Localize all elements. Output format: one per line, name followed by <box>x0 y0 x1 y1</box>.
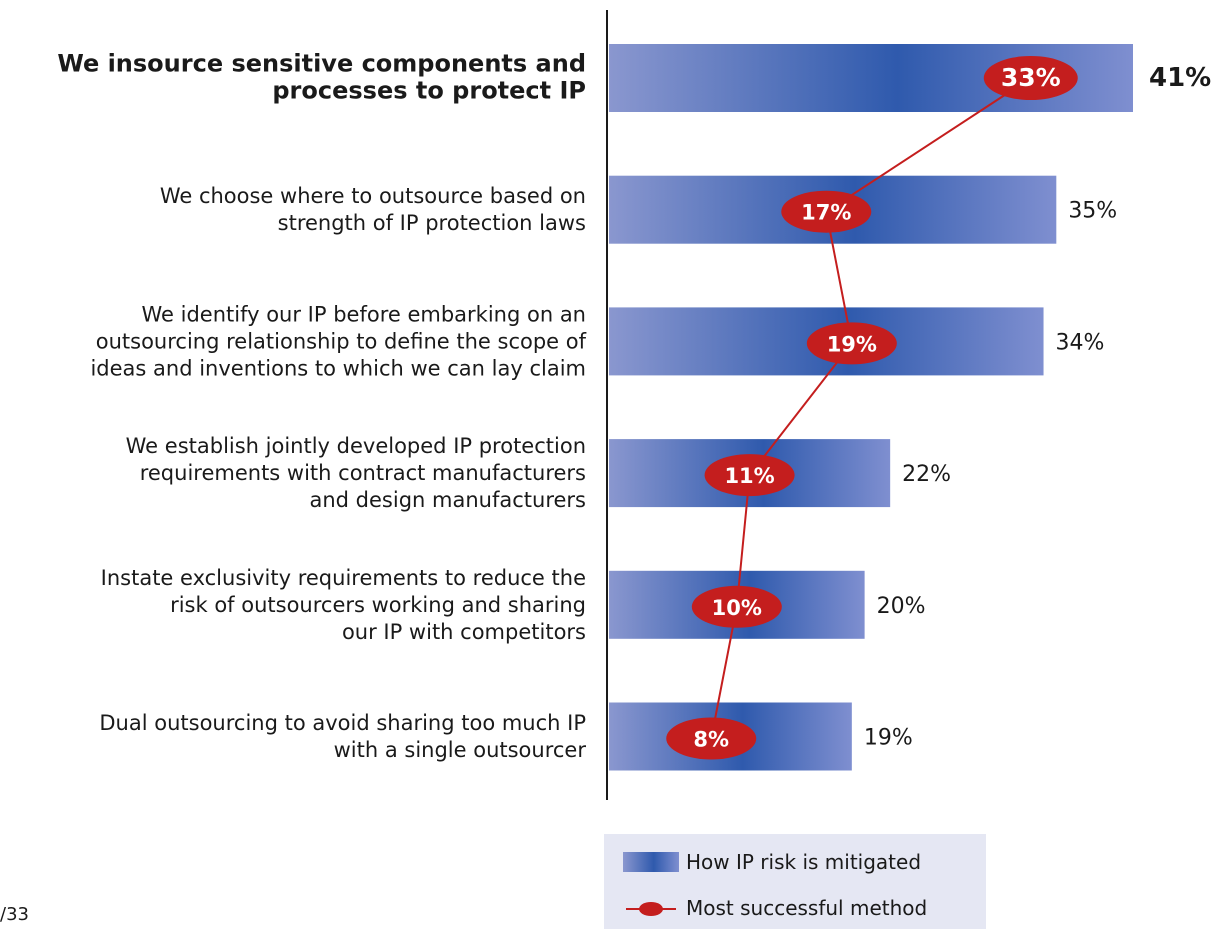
bar-value-label-6: 19% <box>864 726 913 751</box>
category-label-4-line-1: We establish jointly developed IP protec… <box>126 434 586 458</box>
bar-value-label-3: 34% <box>1056 330 1105 355</box>
category-label-5-line-1: Instate exclusivity requirements to redu… <box>101 566 586 590</box>
trend-marker-3 <box>806 322 897 365</box>
trend-line <box>710 77 1032 739</box>
trend-marker-1 <box>983 56 1078 100</box>
legend-box <box>604 834 986 929</box>
bar-value-label-2: 35% <box>1068 199 1117 224</box>
bar-value-label-1: 41% <box>1149 63 1211 93</box>
category-label-2-line-1: We choose where to outsource based on <box>160 184 586 208</box>
trend-marker-label-1: 33% <box>1001 63 1061 92</box>
trend-marker-5 <box>691 585 782 628</box>
category-label-5-line-2: risk of outsourcers working and sharing <box>170 593 586 617</box>
trend-marker-4 <box>704 454 795 497</box>
trend-marker-6 <box>666 717 757 760</box>
bar-value-label-5: 20% <box>877 594 926 619</box>
trend-marker-label-3: 19% <box>827 332 877 356</box>
category-label-1-line-1: We insource sensitive components and <box>57 50 586 78</box>
legend-bar-swatch <box>623 852 679 872</box>
trend-marker-label-6: 8% <box>693 728 729 752</box>
category-label-3-line-3: ideas and inventions to which we can lay… <box>90 356 586 380</box>
category-label-3-line-1: We identify our IP before embarking on a… <box>141 302 586 326</box>
category-label-2-line-2: strength of IP protection laws <box>278 211 586 235</box>
category-label-6-line-2: with a single outsourcer <box>334 738 587 762</box>
footnote: /33 <box>0 904 29 925</box>
trend-marker-label-4: 11% <box>724 464 774 488</box>
category-label-4-line-2: requirements with contract manufacturers <box>140 461 586 485</box>
trend-marker-label-2: 17% <box>801 201 851 225</box>
category-label-6-line-1: Dual outsourcing to avoid sharing too mu… <box>99 711 586 735</box>
category-label-5-line-3: our IP with competitors <box>342 620 586 644</box>
category-label-4-line-3: and design manufacturers <box>310 488 587 512</box>
category-label-1-line-2: processes to protect IP <box>272 77 586 105</box>
legend-label-bars: How IP risk is mitigated <box>686 850 921 874</box>
legend-marker-swatch <box>639 902 663 916</box>
trend-marker-2 <box>781 190 872 233</box>
legend: How IP risk is mitigated Most successful… <box>604 834 986 929</box>
category-label-3-line-2: outsourcing relationship to define the s… <box>96 329 587 353</box>
bar-value-label-4: 22% <box>902 462 951 487</box>
trend-marker-label-5: 10% <box>712 596 762 620</box>
legend-label-line: Most successful method <box>686 896 927 920</box>
